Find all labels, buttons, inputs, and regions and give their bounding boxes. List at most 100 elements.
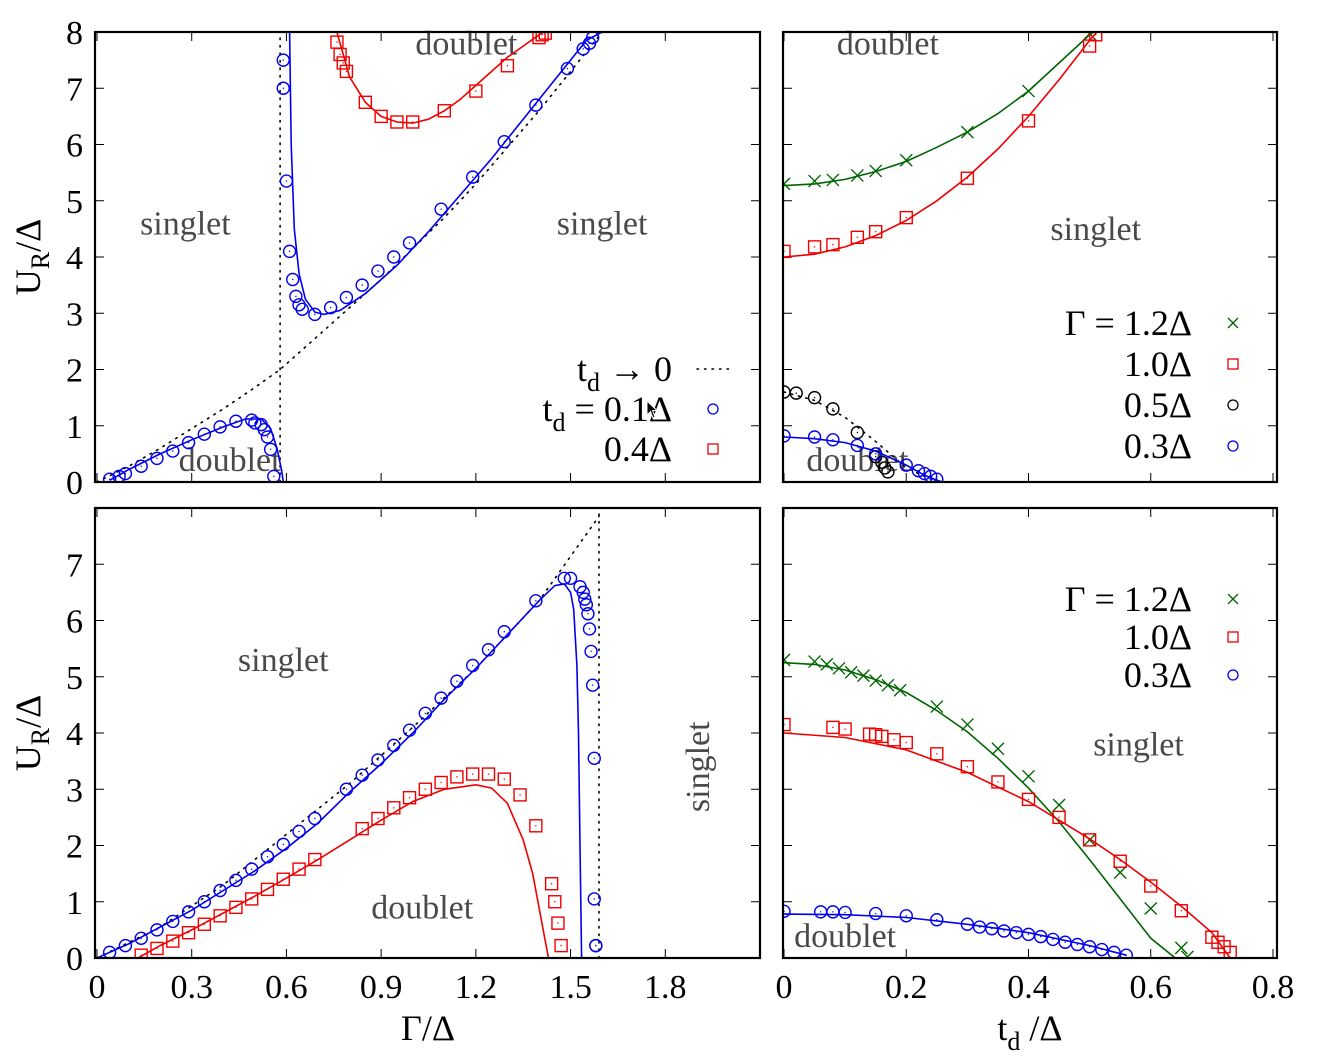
data-point-circle [850, 425, 865, 440]
data-point-dot [905, 216, 907, 219]
data-point-circle [585, 678, 600, 692]
data-point-circle [497, 134, 511, 149]
data-point-circle [308, 811, 322, 826]
plot-area [96, 508, 603, 958]
data-point-square [244, 892, 259, 906]
data-point-dot [251, 868, 253, 870]
data-point-dot [585, 604, 588, 606]
data-point-circle [248, 416, 262, 430]
data-point-dot [966, 177, 969, 179]
data-point-dot [361, 284, 363, 286]
data-point-circle [197, 427, 212, 441]
data-point-circle [267, 469, 281, 482]
data-point-circle [497, 625, 511, 639]
data-point-circle [1046, 932, 1060, 947]
data-point-dot [140, 954, 142, 956]
data-point-dot [591, 684, 594, 686]
data-point-square [134, 948, 148, 958]
data-point-dot [554, 901, 556, 903]
data-point-cross [881, 678, 895, 692]
data-point-square [554, 938, 568, 953]
data-point-circle [581, 607, 595, 621]
data-point-dot [503, 140, 505, 143]
data-point-circle [1119, 948, 1133, 958]
legend-cross-icon [1227, 317, 1239, 329]
data-point-circle [881, 465, 895, 479]
data-point-dot [991, 928, 993, 930]
data-point-dot [377, 817, 379, 820]
data-point-circle [418, 706, 433, 721]
plot-frame [93, 30, 762, 484]
data-point-dot [251, 419, 253, 421]
legend-label: Γ = 1.2Δ [1065, 579, 1192, 619]
legend-label: 0.3Δ [1124, 426, 1192, 466]
data-point-circle [1095, 942, 1109, 957]
data-point-dot [874, 453, 877, 455]
data-point-square [390, 115, 404, 129]
data-point-dot [1052, 938, 1054, 941]
data-point-circle [387, 738, 401, 753]
region-label-singlet: singlet [1093, 727, 1184, 764]
data-point-dot [813, 396, 816, 399]
data-point-dot [588, 628, 591, 630]
data-point-square [434, 775, 448, 790]
fit-line-4 [137, 783, 550, 958]
data-point-square [551, 916, 565, 930]
data-point-square [466, 767, 480, 781]
data-point-dot [408, 796, 411, 799]
y-tick-label: 2 [66, 353, 83, 390]
data-point-circle [295, 302, 309, 317]
data-point-dot [590, 650, 592, 653]
panel-bottom-left: 0 0.3 0.6 0.9 1.2 1.5 1.8 0 1 2 3 4 5 6 7 singlet double… [8, 506, 762, 1048]
data-point-dot [408, 242, 411, 244]
data-point-dot [440, 781, 442, 784]
data-point-dot [266, 888, 269, 891]
data-point-dot [936, 478, 938, 480]
data-point-circle [282, 244, 297, 259]
data-point-square [1144, 879, 1158, 893]
data-point-dot [282, 878, 284, 880]
data-point-dot [832, 911, 834, 913]
data-point-circle [789, 386, 803, 400]
data-point-circle [260, 430, 275, 444]
data-point-square [387, 801, 401, 815]
x-tick-label: 1.2 [455, 969, 498, 1006]
data-point-dot [519, 794, 521, 796]
data-point-dot [475, 90, 477, 92]
data-point-dot [582, 48, 584, 50]
data-point-square [544, 877, 559, 891]
data-point-circle [308, 307, 322, 322]
region-label-doublet: doublet [371, 890, 474, 927]
data-point-dot [339, 53, 341, 56]
data-point-circle [292, 824, 306, 839]
data-point-dot [874, 455, 877, 458]
data-point-circle [807, 390, 822, 405]
data-point-circle [560, 61, 575, 76]
data-point-circle [213, 420, 227, 434]
y-tick-label: 0 [66, 941, 83, 978]
data-point-dot [172, 940, 174, 942]
data-point-circle [197, 895, 212, 909]
data-point-dot [235, 420, 237, 422]
data-point-square [308, 852, 322, 867]
legend-square-icon [707, 443, 719, 455]
data-point-square [418, 782, 433, 796]
y-tick-label: 3 [66, 772, 83, 809]
y-tick-label: 4 [66, 716, 83, 753]
data-point-circle [387, 250, 401, 264]
legend: td → 0td = 0.1Δ0.4Δ [543, 349, 730, 469]
data-point-dot [235, 906, 237, 909]
data-point-square [960, 760, 975, 774]
data-point-cross [850, 168, 864, 182]
data-point-dot [342, 62, 344, 64]
data-point-dot [560, 944, 562, 947]
data-point-dot [295, 295, 297, 298]
data-point-circle [878, 461, 892, 475]
data-point-dot [844, 728, 846, 730]
data-point-dot [377, 759, 379, 761]
data-point-square [838, 722, 852, 736]
data-point-square [529, 819, 543, 833]
data-point-dot [424, 712, 427, 715]
data-point-circle [826, 402, 840, 416]
data-point-circle [355, 278, 369, 292]
